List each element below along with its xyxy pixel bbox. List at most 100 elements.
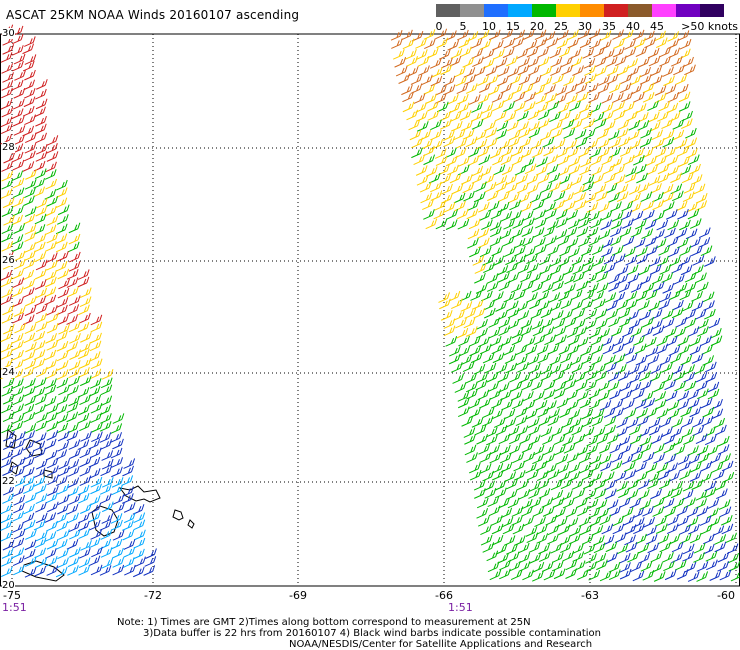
wind-barb xyxy=(638,264,651,276)
wind-barb xyxy=(650,488,662,500)
wind-barb xyxy=(679,469,691,481)
wind-barb xyxy=(597,507,610,519)
wind-barb xyxy=(439,49,451,60)
wind-barb xyxy=(679,48,691,60)
wind-barb xyxy=(682,551,694,562)
wind-barb xyxy=(459,46,472,58)
wind-barb xyxy=(599,400,612,411)
wind-barb xyxy=(550,65,562,77)
wind-barb xyxy=(68,439,81,450)
wind-barb xyxy=(586,435,599,447)
wind-barb xyxy=(34,432,47,443)
wind-barb xyxy=(656,523,668,534)
wind-barb xyxy=(476,433,488,445)
wind-barb xyxy=(526,253,538,265)
wind-barb xyxy=(677,145,690,157)
wind-barb xyxy=(12,349,24,361)
wind-barb xyxy=(567,37,580,49)
wind-barb xyxy=(531,147,544,158)
wind-barb xyxy=(540,182,553,193)
wind-barb xyxy=(625,254,638,266)
wind-barb xyxy=(25,169,37,180)
wind-barb xyxy=(560,542,572,553)
wind-barb xyxy=(689,406,702,418)
wind-barb xyxy=(595,499,608,510)
wind-barb xyxy=(110,447,123,459)
wind-barb xyxy=(608,316,620,328)
wind-barb xyxy=(440,64,453,75)
wind-barb xyxy=(0,331,13,343)
wind-barb xyxy=(402,101,415,113)
wind-barb xyxy=(66,341,79,352)
wind-barb xyxy=(13,125,26,136)
wind-barb xyxy=(552,370,565,382)
legend-tick-3: 15 xyxy=(506,20,520,33)
wind-barb xyxy=(46,151,59,162)
wind-barb xyxy=(584,65,596,76)
wind-barb xyxy=(590,218,602,229)
wind-barb xyxy=(44,438,57,450)
wind-barb xyxy=(700,460,713,472)
wind-barb xyxy=(433,208,446,220)
wind-barb xyxy=(66,504,79,515)
wind-barb xyxy=(662,308,674,320)
wind-barb xyxy=(564,273,576,285)
legend-tick-4: 20 xyxy=(530,20,544,33)
coastline xyxy=(25,439,43,457)
wind-barb xyxy=(659,46,672,58)
wind-barb xyxy=(35,530,48,542)
wind-barb xyxy=(593,535,605,546)
wind-barb xyxy=(504,353,517,364)
wind-barb xyxy=(499,559,511,571)
wind-barb xyxy=(537,406,550,418)
wind-barb xyxy=(554,381,567,392)
wind-barb xyxy=(653,381,666,393)
wind-barb xyxy=(721,523,734,535)
wind-barb xyxy=(489,336,502,347)
wind-barb xyxy=(33,241,46,253)
wind-barb xyxy=(12,522,24,533)
wind-barb xyxy=(529,553,541,564)
wind-barb xyxy=(540,65,553,77)
wind-barb xyxy=(493,417,506,428)
wind-barb xyxy=(687,208,700,220)
wind-barb xyxy=(619,568,632,580)
wind-barb xyxy=(523,336,536,347)
wind-barb xyxy=(471,102,483,113)
wind-barb xyxy=(679,255,691,266)
wind-barb xyxy=(576,445,589,456)
wind-barb xyxy=(99,484,112,495)
wind-barb xyxy=(111,484,123,496)
wind-barb xyxy=(654,85,667,96)
wind-barb xyxy=(494,110,507,122)
legend-swatch-3 xyxy=(508,4,532,17)
wind-barb xyxy=(549,181,561,193)
wind-barb xyxy=(411,147,423,159)
wind-barb xyxy=(537,352,550,364)
wind-barb xyxy=(474,488,486,499)
wind-barb xyxy=(464,74,476,85)
wind-barb xyxy=(90,412,102,424)
wind-barb xyxy=(492,291,504,302)
wind-barb xyxy=(569,48,582,60)
wind-barb xyxy=(56,350,69,362)
wind-barb xyxy=(477,237,490,249)
wind-barb xyxy=(481,219,493,231)
wind-barb xyxy=(458,335,470,347)
wind-barb xyxy=(493,164,506,176)
wind-barb xyxy=(596,559,608,571)
wind-barb xyxy=(693,542,706,554)
wind-barb xyxy=(68,395,80,407)
wind-barb xyxy=(645,336,657,348)
wind-barb xyxy=(641,326,654,338)
wind-barb xyxy=(613,291,626,303)
wind-barb xyxy=(584,73,597,84)
wind-barb xyxy=(501,399,513,411)
coastline xyxy=(21,560,65,582)
wind-barb xyxy=(705,550,718,562)
wind-barb xyxy=(606,499,619,510)
wind-barb xyxy=(610,157,623,168)
wind-barb xyxy=(627,551,639,563)
wind-barb xyxy=(542,282,555,293)
wind-barb xyxy=(23,332,36,344)
